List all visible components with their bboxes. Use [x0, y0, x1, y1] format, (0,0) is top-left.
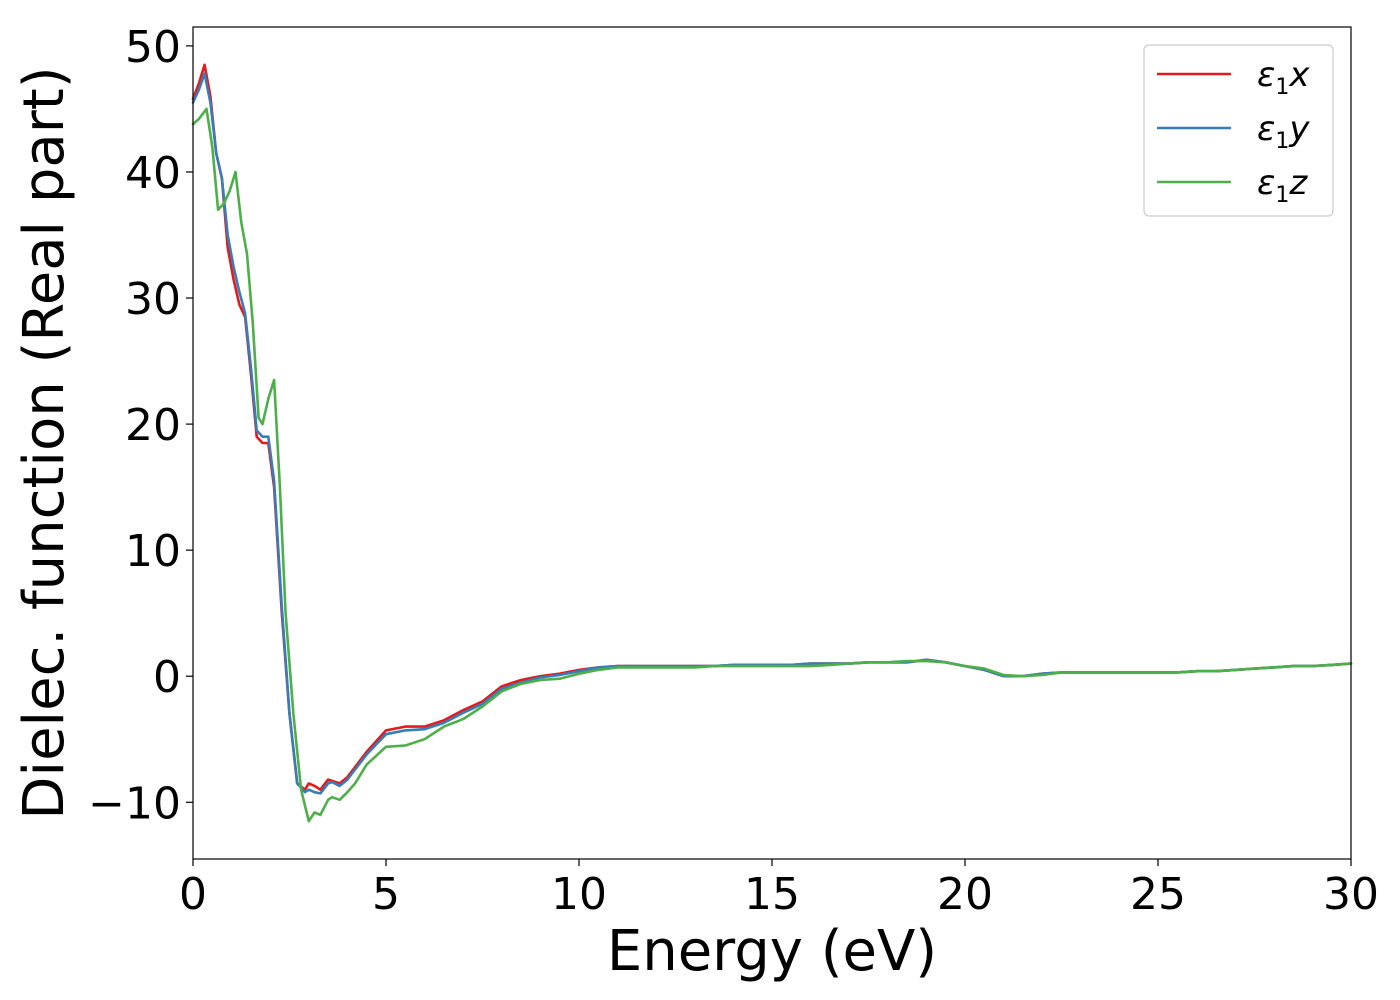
legend-label-y: ε1y — [1257, 109, 1310, 154]
legend-label-x: ε1x — [1257, 55, 1310, 100]
x-tick-label: 30 — [1323, 869, 1379, 920]
x-tick-label: 20 — [937, 869, 993, 920]
y-tick-label: −10 — [88, 778, 181, 829]
plot-lines — [191, 63, 1353, 823]
y-tick-label: 20 — [125, 400, 181, 451]
x-tick-label: 5 — [372, 869, 400, 920]
legend-label-z: ε1z — [1257, 163, 1308, 208]
x-tick-label: 25 — [1130, 869, 1186, 920]
x-axis-label: Energy (eV) — [607, 919, 937, 984]
x-axis: 0 5 10 15 20 25 30 — [179, 859, 1379, 920]
y-tick-label: 40 — [125, 148, 181, 199]
y-tick-label: 50 — [125, 22, 181, 73]
y-tick-label: 0 — [153, 652, 181, 703]
y-axis-label: Dielec. function (Real part) — [12, 66, 77, 819]
series-line-z — [191, 107, 1353, 823]
y-axis: −10 0 10 20 30 40 50 — [88, 22, 193, 829]
legend-box — [1143, 44, 1334, 217]
y-tick-label: 30 — [125, 274, 181, 325]
legend: ε1x ε1y ε1z — [1143, 44, 1334, 217]
x-tick-label: 10 — [551, 869, 607, 920]
x-tick-label: 15 — [744, 869, 800, 920]
x-tick-label: 0 — [179, 869, 207, 920]
y-tick-label: 10 — [125, 526, 181, 577]
